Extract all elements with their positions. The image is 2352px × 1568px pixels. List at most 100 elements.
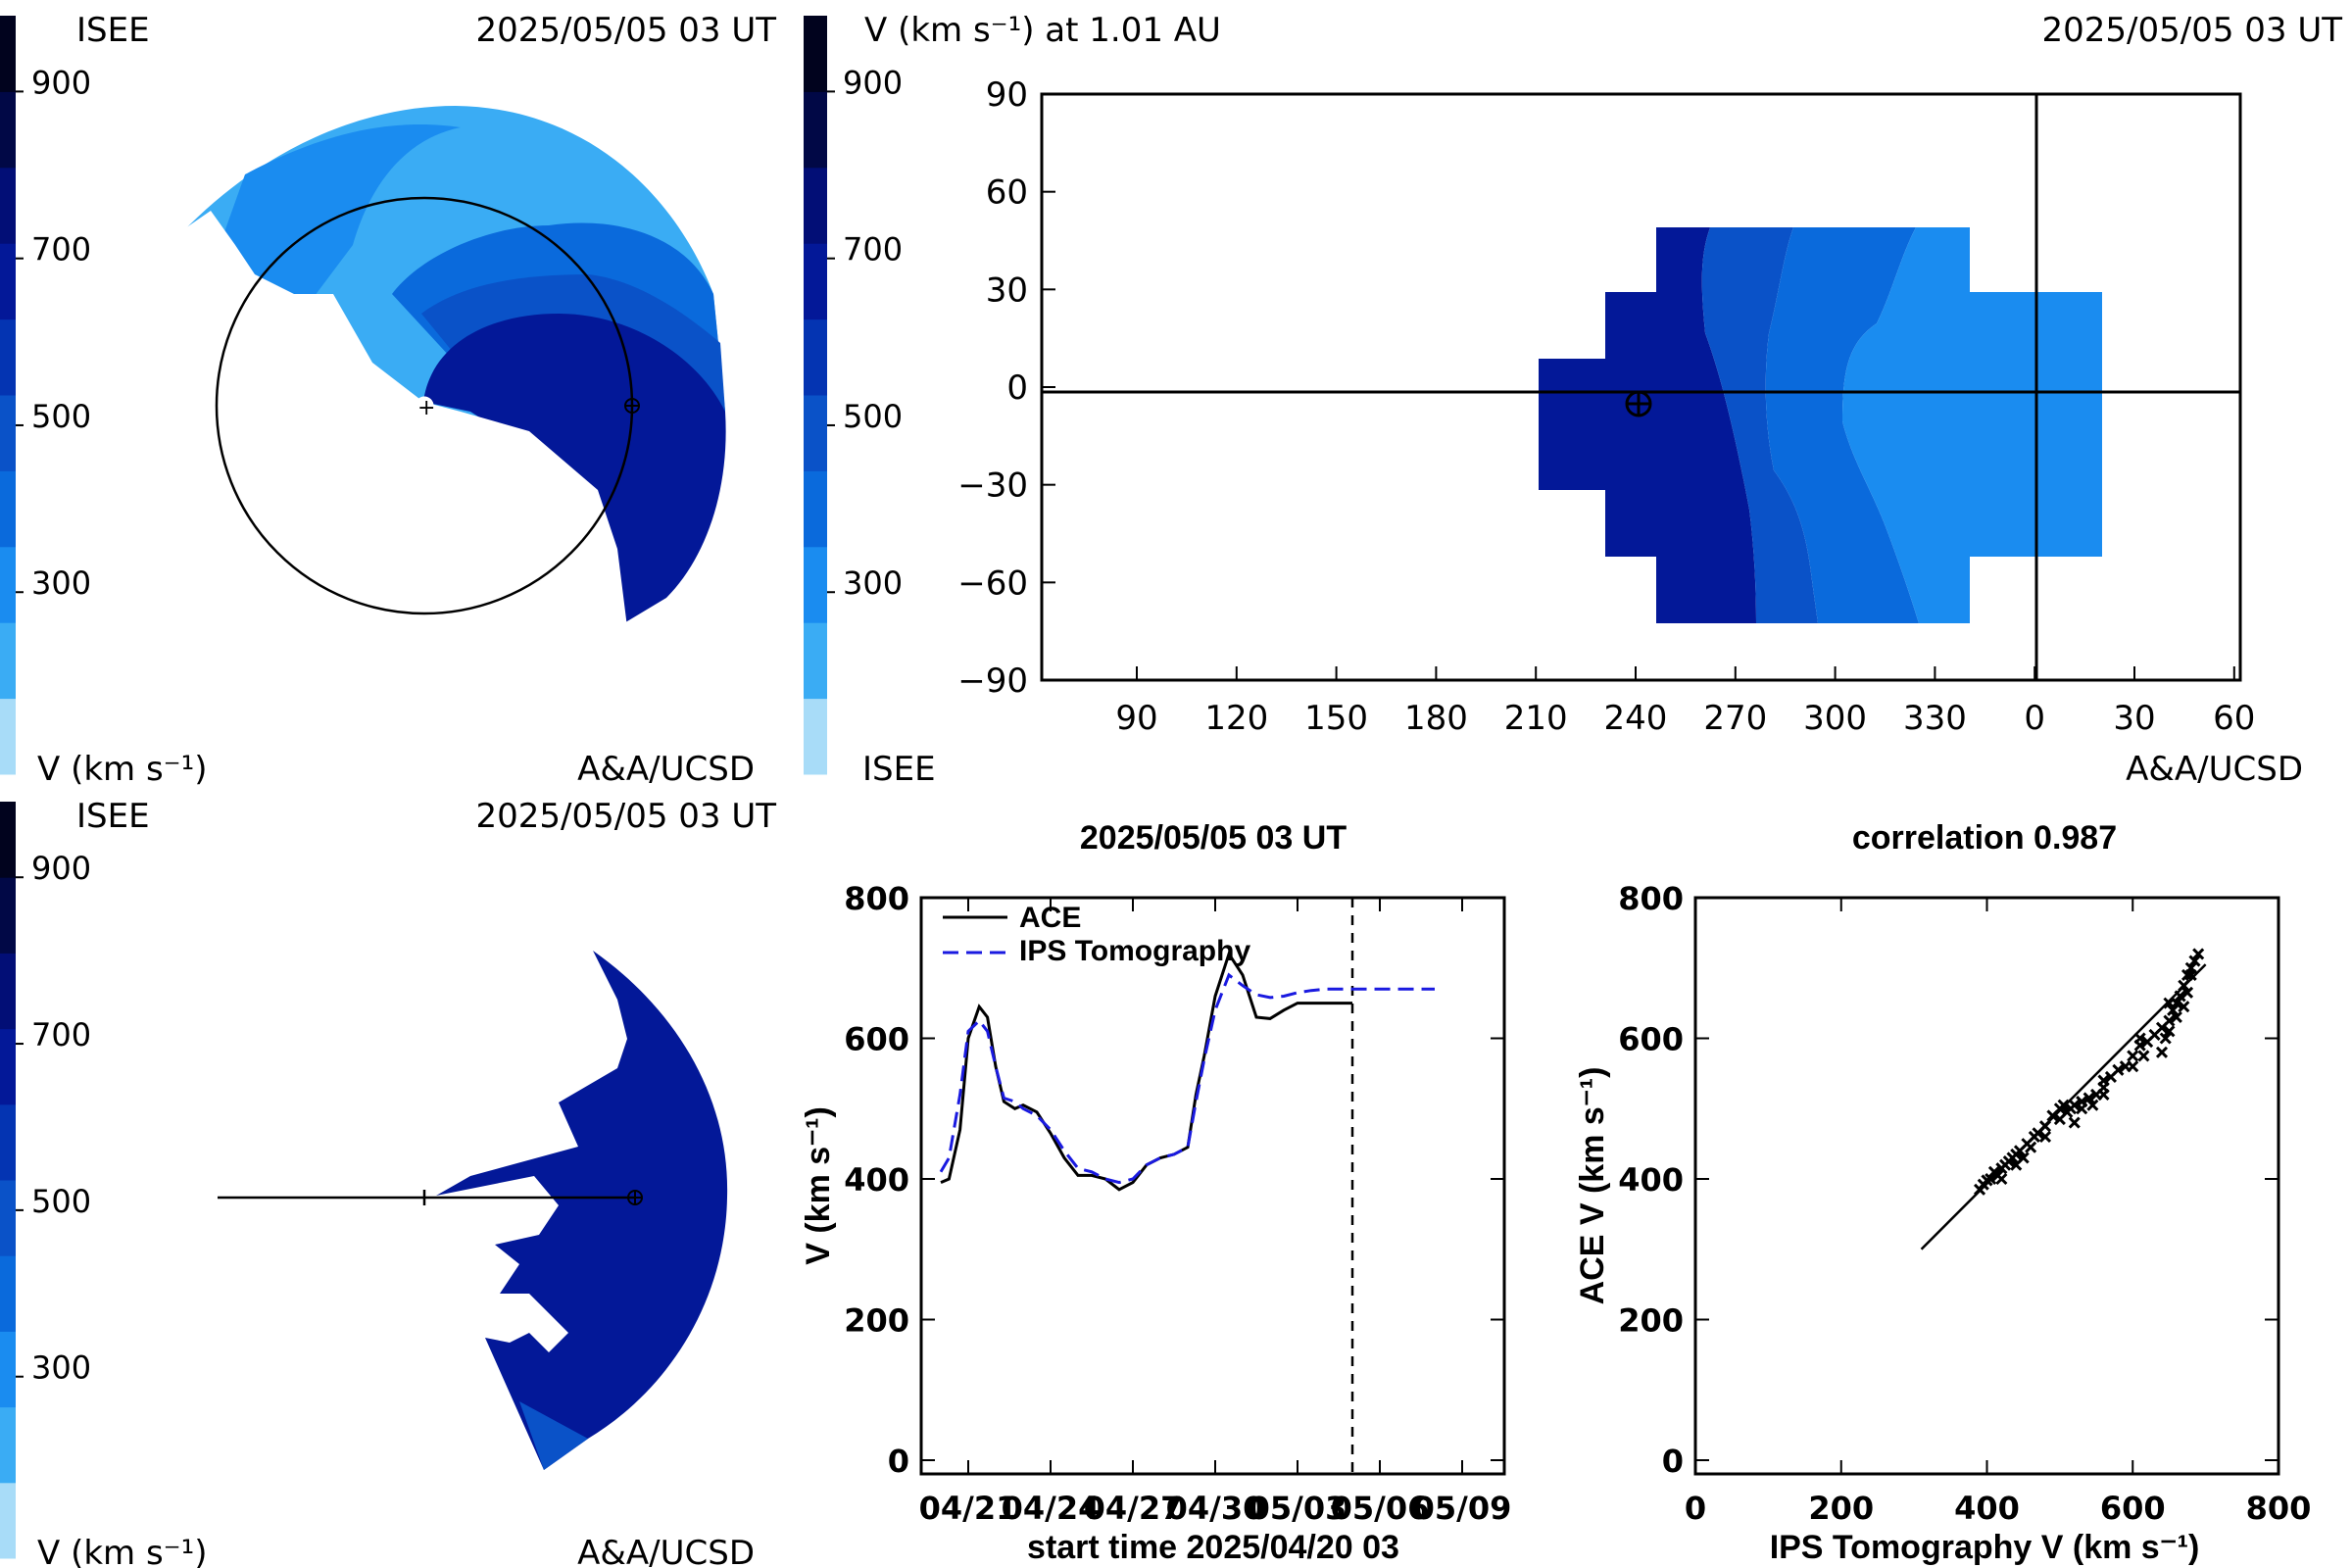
- earth-symbol: [627, 1190, 643, 1205]
- scatter-point: [2133, 1032, 2146, 1045]
- scatter-point: [2097, 1074, 2110, 1087]
- scatter-point: [2192, 948, 2205, 960]
- sun-marker: [415, 396, 434, 416]
- x-tick-label: 200: [1808, 1490, 1874, 1527]
- x-tick-label: 04/21: [919, 1490, 1018, 1527]
- colorbar-swatch: [0, 91, 16, 169]
- scatter-point: [2163, 1014, 2176, 1027]
- scatter-point: [1995, 1172, 2008, 1186]
- colorbar-swatch: [804, 395, 827, 471]
- scatter-point: [2057, 1099, 2070, 1111]
- scatter-title: correlation 0.987: [1852, 819, 2117, 857]
- colorbar-tick-label: 700: [31, 1016, 91, 1054]
- scatter-point: [2112, 1063, 2125, 1076]
- x-tick-label: 300: [1803, 699, 1867, 738]
- scatter-point: [2127, 1050, 2139, 1062]
- scatter-xlabel: IPS Tomography V (km s⁻¹): [1770, 1529, 2200, 1566]
- y-tick-label: 200: [844, 1302, 909, 1340]
- panel-top-left: 900 700 500 300 ISEE 2025/05/05 03 UT V (km…: [0, 11, 776, 789]
- sun-symbol: +: [417, 396, 435, 420]
- colorbar-swatch: [0, 1103, 16, 1181]
- colorbar-swatch: [0, 546, 16, 623]
- x-tick-label: 60: [2213, 699, 2255, 738]
- series-line-ips: [939, 972, 1435, 1185]
- scatter-point: [2097, 1088, 2110, 1101]
- isee-label: ISEE: [76, 11, 150, 50]
- scatter-point: [2159, 1032, 2172, 1045]
- timeseries-xlabel: start time 2025/04/20 03: [1027, 1529, 1399, 1566]
- y-tick-label: 0: [888, 1443, 909, 1480]
- y-tick-label: −90: [957, 662, 1028, 701]
- scatter-point: [2082, 1092, 2095, 1104]
- polar-velocity-map: +: [147, 106, 726, 637]
- legend-label-ace: ACE: [1019, 902, 1081, 934]
- scatter-chart: correlation 0.987 0 200 400 600 800 0 200 400 60…: [1574, 819, 2311, 1566]
- colorbar-swatch: [0, 1028, 16, 1105]
- timeseries-ticks: 020040060080004/2104/2404/2704/3005/0305…: [844, 880, 1511, 1527]
- isee-label: ISEE: [76, 797, 150, 836]
- legend-label-ips: IPS Tomography: [1019, 935, 1250, 967]
- colorbar-tick-label: 300: [31, 564, 91, 602]
- x-tick-label: 330: [1903, 699, 1967, 738]
- colorbar-swatch: [804, 546, 827, 623]
- x-tick-label: 05/06: [1331, 1490, 1430, 1527]
- series-line-ace: [940, 950, 1352, 1192]
- y-tick-label: 30: [986, 270, 1028, 310]
- colorbar-tick-label: 900: [843, 64, 903, 101]
- colorbar-swatch: [804, 698, 827, 775]
- y-tick-label: 600: [844, 1021, 909, 1058]
- colorbar-top-left: 900 700 500 300: [0, 16, 91, 775]
- timeseries-chart: 2025/05/05 03 UT 0 200 400 600 800 04/2104/24…: [800, 819, 1511, 1566]
- scatter-point: [2167, 1004, 2180, 1016]
- scatter-point: [2180, 986, 2194, 999]
- colorbar-swatch: [804, 91, 827, 169]
- x-tick-label: 150: [1304, 699, 1368, 738]
- x-tick-label: 05/09: [1413, 1490, 1512, 1527]
- colorbar-tick-label: 300: [843, 564, 903, 602]
- colorbar-tick-label: 700: [31, 231, 91, 269]
- scatter-point: [2155, 1046, 2169, 1058]
- timeseries-frame: [919, 896, 1506, 1476]
- colorbar-swatch: [804, 470, 827, 548]
- x-tick-label: 600: [2100, 1490, 2166, 1527]
- x-tick-label: 30: [2113, 699, 2155, 738]
- scatter-point: [2038, 1130, 2052, 1144]
- x-tick-label: 04/24: [1002, 1490, 1101, 1527]
- scatter-point: [2025, 1141, 2037, 1153]
- colorbar-swatch: [0, 318, 16, 396]
- scatter-point: [2163, 1025, 2176, 1038]
- map-region-medium: [1765, 227, 1919, 623]
- timeseries-legend: ACE IPS Tomography: [943, 902, 1250, 967]
- scatter-point: [2038, 1120, 2052, 1133]
- x-tick-label: 400: [1954, 1490, 2020, 1527]
- panel-datetime: 2025/05/05 03 UT: [476, 11, 777, 50]
- scatter-points: [1973, 948, 2205, 1196]
- colorbar-swatch: [0, 470, 16, 548]
- colorbar-swatch: [0, 877, 16, 954]
- colorbar-tick-label: 900: [31, 64, 91, 101]
- scatter-point: [2184, 968, 2197, 981]
- outer-edge-steps: [147, 233, 216, 328]
- y-tick-label: 0: [1006, 368, 1028, 408]
- colorbar-swatch: [0, 1406, 16, 1484]
- y-tick-label: −60: [957, 564, 1028, 603]
- map-region-dark: [1701, 227, 1818, 623]
- y-tick-label: 60: [986, 173, 1028, 213]
- y-tick-labels: 90 60 30 0 −30 −60 −90: [957, 75, 1055, 701]
- x-tick-label: 04/30: [1166, 1490, 1265, 1527]
- colorbar-swatch: [0, 1255, 16, 1332]
- credit-label: A&A/UCSD: [2126, 750, 2303, 789]
- colorbar-swatch: [804, 622, 827, 700]
- x-tick-label: 210: [1504, 699, 1568, 738]
- y-tick-label: 400: [844, 1161, 909, 1199]
- colorbar-tick-label: 500: [31, 398, 91, 435]
- x-tick-label: 90: [1115, 699, 1157, 738]
- scatter-point: [2178, 1001, 2190, 1013]
- panel-datetime: 2025/05/05 03 UT: [2042, 11, 2343, 50]
- scatter-ticks: 0 200 400 600 800 0 200 400 600 800: [1618, 880, 2311, 1527]
- scatter-point: [2137, 1050, 2150, 1062]
- panel-bottom-left: 900 700 500 300 ISEE 2025/05/05 03 UT V (km…: [0, 797, 776, 1568]
- scatter-point: [2170, 1010, 2182, 1024]
- scatter-point: [1984, 1172, 1997, 1186]
